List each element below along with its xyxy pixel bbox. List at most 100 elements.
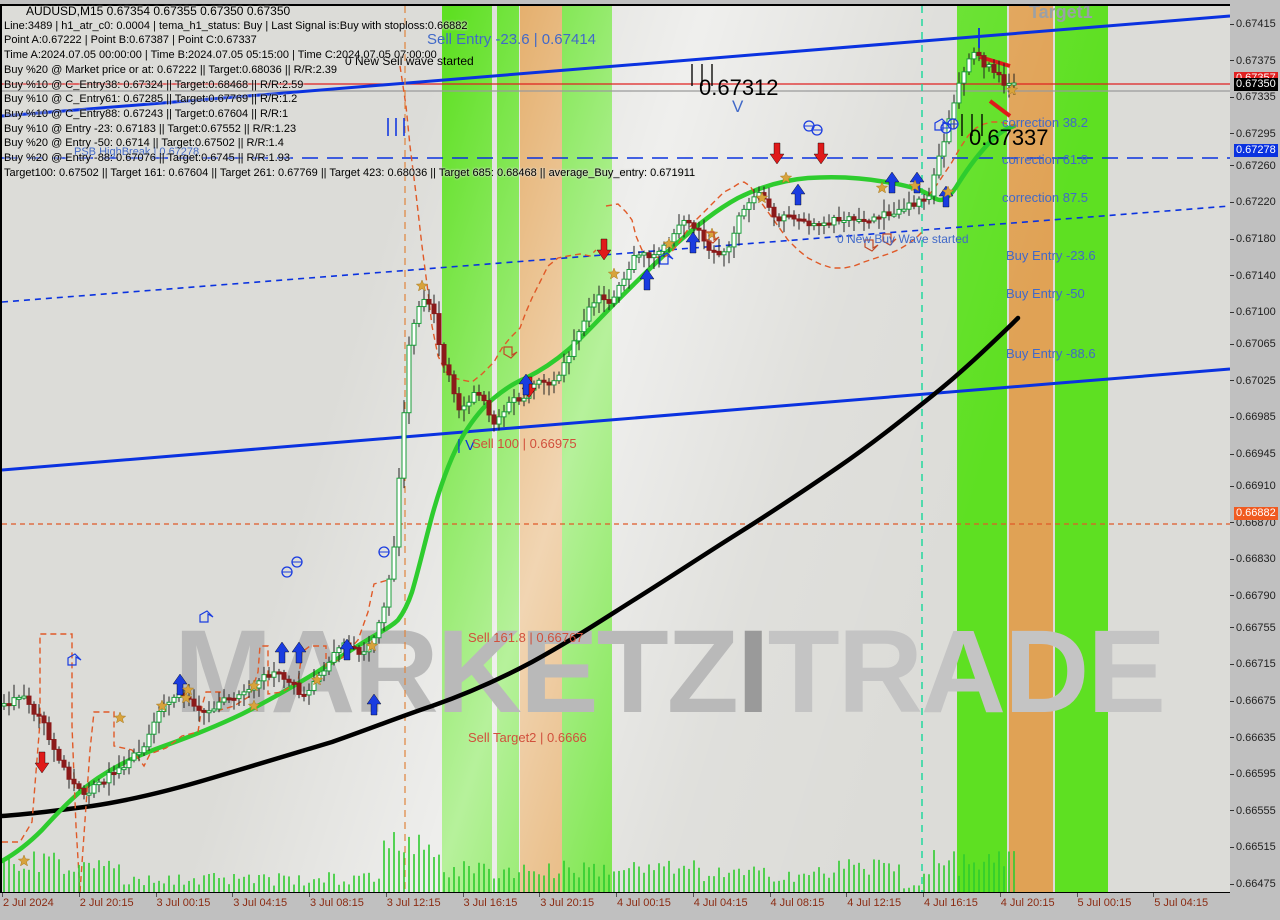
time-tick-8: 4 Jul 00:15: [617, 897, 671, 909]
buy-arrow-16: [274, 641, 290, 664]
time-tick-1: 2 Jul 20:15: [79, 897, 134, 909]
buy-arrow-10: [790, 183, 806, 206]
v-marker-mid: V: [732, 97, 744, 116]
price-tick-bid-price: 0.67350: [1234, 78, 1278, 92]
time-tick-6: 3 Jul 16:15: [463, 897, 518, 909]
hollow-arrow-marker: [659, 252, 674, 265]
time-tick-11: 4 Jul 12:15: [847, 897, 902, 909]
buy-arrow-14: [518, 373, 534, 396]
time-tick-9: 4 Jul 04:15: [693, 897, 748, 909]
star-marker: [908, 179, 922, 192]
time-tick-mark: [769, 893, 771, 897]
price-tick-group-1: [691, 64, 713, 86]
price-tick-0-66475: 0.66475: [1230, 878, 1276, 890]
annotation-correction-382: correction 38.2: [1002, 115, 1088, 130]
annotation-target1: Target1: [1029, 6, 1093, 22]
price-tick-0-67065: 0.67065: [1230, 338, 1276, 350]
price-tag-067337: 0.67337: [969, 125, 1049, 150]
time-tick-7: 3 Jul 20:15: [540, 897, 595, 909]
price-tick-psb-highbreak-price: 0.67278: [1234, 144, 1278, 158]
star-marker: [1005, 83, 1019, 96]
time-tick-mark: [1153, 893, 1155, 897]
price-tick-0-67100: 0.67100: [1230, 306, 1276, 318]
v-marker-left: | V: [457, 437, 475, 454]
buy-arrow-11: [884, 171, 900, 194]
price-tick-0-66715: 0.66715: [1230, 658, 1276, 670]
price-tick-0-66790: 0.66790: [1230, 590, 1276, 602]
price-tick-0-67025: 0.67025: [1230, 375, 1276, 387]
buy-arrow-6: [639, 268, 655, 291]
chart-drawing-layer: V | V: [2, 6, 1230, 894]
time-scale[interactable]: 2 Jul 2024 2 Jul 20:15 3 Jul 00:15 3 Jul 04…: [0, 892, 1230, 920]
annotation-sell-target2: Sell Target2 | 0.6666: [468, 730, 587, 745]
buy-arrow-1: [172, 673, 188, 696]
price-tick-0-67220: 0.67220: [1230, 196, 1276, 208]
annotation-correction-875: correction 87.5: [1002, 190, 1088, 205]
star-marker: [310, 673, 324, 686]
price-tick-0-67335: 0.67335: [1230, 91, 1276, 103]
time-tick-10: 4 Jul 08:15: [770, 897, 825, 909]
time-tick-mark: [692, 893, 694, 897]
signal-markers: [17, 83, 1019, 867]
time-tick-4: 3 Jul 08:15: [310, 897, 364, 909]
parabolic-sar-line-4: [927, 121, 1017, 197]
candlestick-series: [2, 45, 1017, 806]
time-tick-mark: [462, 893, 464, 897]
chart-plot-area[interactable]: MARKETZITRADE: [0, 4, 1230, 896]
star-marker: [662, 237, 676, 250]
price-tick-0-66635: 0.66635: [1230, 732, 1276, 744]
trendline-resistance: [2, 14, 1230, 118]
time-tick-0: 2 Jul 2024: [3, 897, 54, 909]
price-tick-0-66830: 0.66830: [1230, 553, 1276, 565]
price-tick-group-2: [961, 114, 983, 136]
fast-ma-line: [2, 123, 1017, 864]
time-tick-mark: [2, 893, 3, 897]
time-tick-14: 5 Jul 00:15: [1077, 897, 1132, 909]
volume-histogram: [3, 832, 1015, 892]
hollow-arrow-marker: [503, 346, 518, 359]
annotation-buy-entry-236: Buy Entry -23.6: [1006, 248, 1096, 263]
time-tick-3: 3 Jul 04:15: [233, 897, 288, 909]
star-marker: [705, 227, 719, 240]
sell-arrow-5: [596, 238, 612, 261]
annotation-buy-entry-886: Buy Entry -88.6: [1006, 346, 1096, 361]
star-marker: [247, 679, 261, 692]
time-tick-5: 3 Jul 12:15: [386, 897, 441, 909]
price-tick-0-66945: 0.66945: [1230, 448, 1276, 460]
price-scale[interactable]: 0.67415 0.67375 0.67335 0.67295 0.67260 0.672…: [1230, 0, 1280, 920]
price-tick-0-66985: 0.66985: [1230, 411, 1276, 423]
parabolic-sar-line-2: [399, 65, 597, 383]
time-tick-13: 4 Jul 20:15: [1000, 897, 1055, 909]
time-tick-mark: [232, 893, 234, 897]
buy-arrow-7: [685, 231, 701, 254]
price-tick-stoploss-price: 0.66882: [1234, 506, 1278, 520]
annotation-psb-highbreak: PSB HighBreak | 0.67278: [74, 146, 200, 158]
blue-tick-group-1: [387, 118, 405, 136]
price-tick-0-66555: 0.66555: [1230, 805, 1276, 817]
star-marker: [779, 171, 793, 184]
time-tick-mark: [846, 893, 848, 897]
price-tick-0-66595: 0.66595: [1230, 768, 1276, 780]
time-tick-12: 4 Jul 16:15: [924, 897, 978, 909]
annotation-sell-100: Sell 100 | 0.66975: [472, 436, 577, 451]
time-tick-mark: [309, 893, 310, 897]
price-tick-0-67140: 0.67140: [1230, 270, 1276, 282]
time-tick-mark: [78, 893, 80, 897]
hollow-arrow-marker: [864, 239, 879, 252]
sell-arrow-8: [769, 142, 785, 165]
red-downtrend-arrow-2: [988, 99, 1012, 118]
price-tick-0-66910: 0.66910: [1230, 480, 1276, 492]
hollow-arrow-marker: [934, 118, 949, 131]
annotation-buy-entry-50: Buy Entry -50: [1006, 286, 1085, 301]
price-tag-067312: 0.67312: [699, 75, 779, 100]
buy-arrow-3: [339, 638, 355, 661]
time-tick-mark: [999, 893, 1001, 897]
star-marker: [247, 699, 261, 712]
parabolic-sar-line: [2, 579, 394, 893]
time-tick-mark: [1076, 893, 1078, 897]
star-marker: [181, 683, 195, 696]
hollow-arrow-marker: [705, 231, 720, 244]
time-tick-mark: [385, 893, 387, 897]
price-tick-0-66515: 0.66515: [1230, 841, 1276, 853]
